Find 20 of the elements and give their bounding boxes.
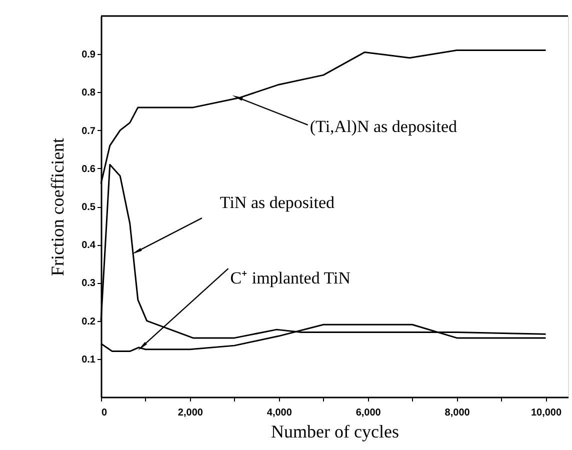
y-tick-label: 0.3: [82, 278, 96, 290]
annotation: C⁺ implanted TiN: [230, 268, 351, 288]
y-tick-label: 0.8: [82, 88, 96, 99]
x-tick-label: 8,000: [444, 408, 470, 418]
x-tick-label: 10,000: [530, 408, 562, 418]
x-tick-label: 6,000: [356, 408, 382, 418]
annotation: (Ti,Al)N as deposited: [310, 116, 458, 136]
y-tick-label: 0.9: [82, 50, 96, 61]
y-tick-label: 0.7: [82, 126, 96, 137]
y-tick-label: 0.2: [82, 316, 96, 328]
annotation: TiN as deposited: [220, 193, 336, 212]
y-axis-title: Friction coefficient: [48, 138, 68, 276]
x-tick-label: 0: [102, 408, 108, 418]
y-tick-label: 0.4: [82, 240, 96, 252]
x-tick-label: 4,000: [266, 408, 292, 418]
x-tick-label: 2,000: [178, 408, 204, 418]
y-tick-label: 0.6: [82, 164, 96, 175]
y-tick-label: 0.5: [82, 202, 96, 213]
y-tick-label: 0.1: [82, 354, 96, 366]
x-axis-title: Number of cycles: [271, 422, 399, 442]
